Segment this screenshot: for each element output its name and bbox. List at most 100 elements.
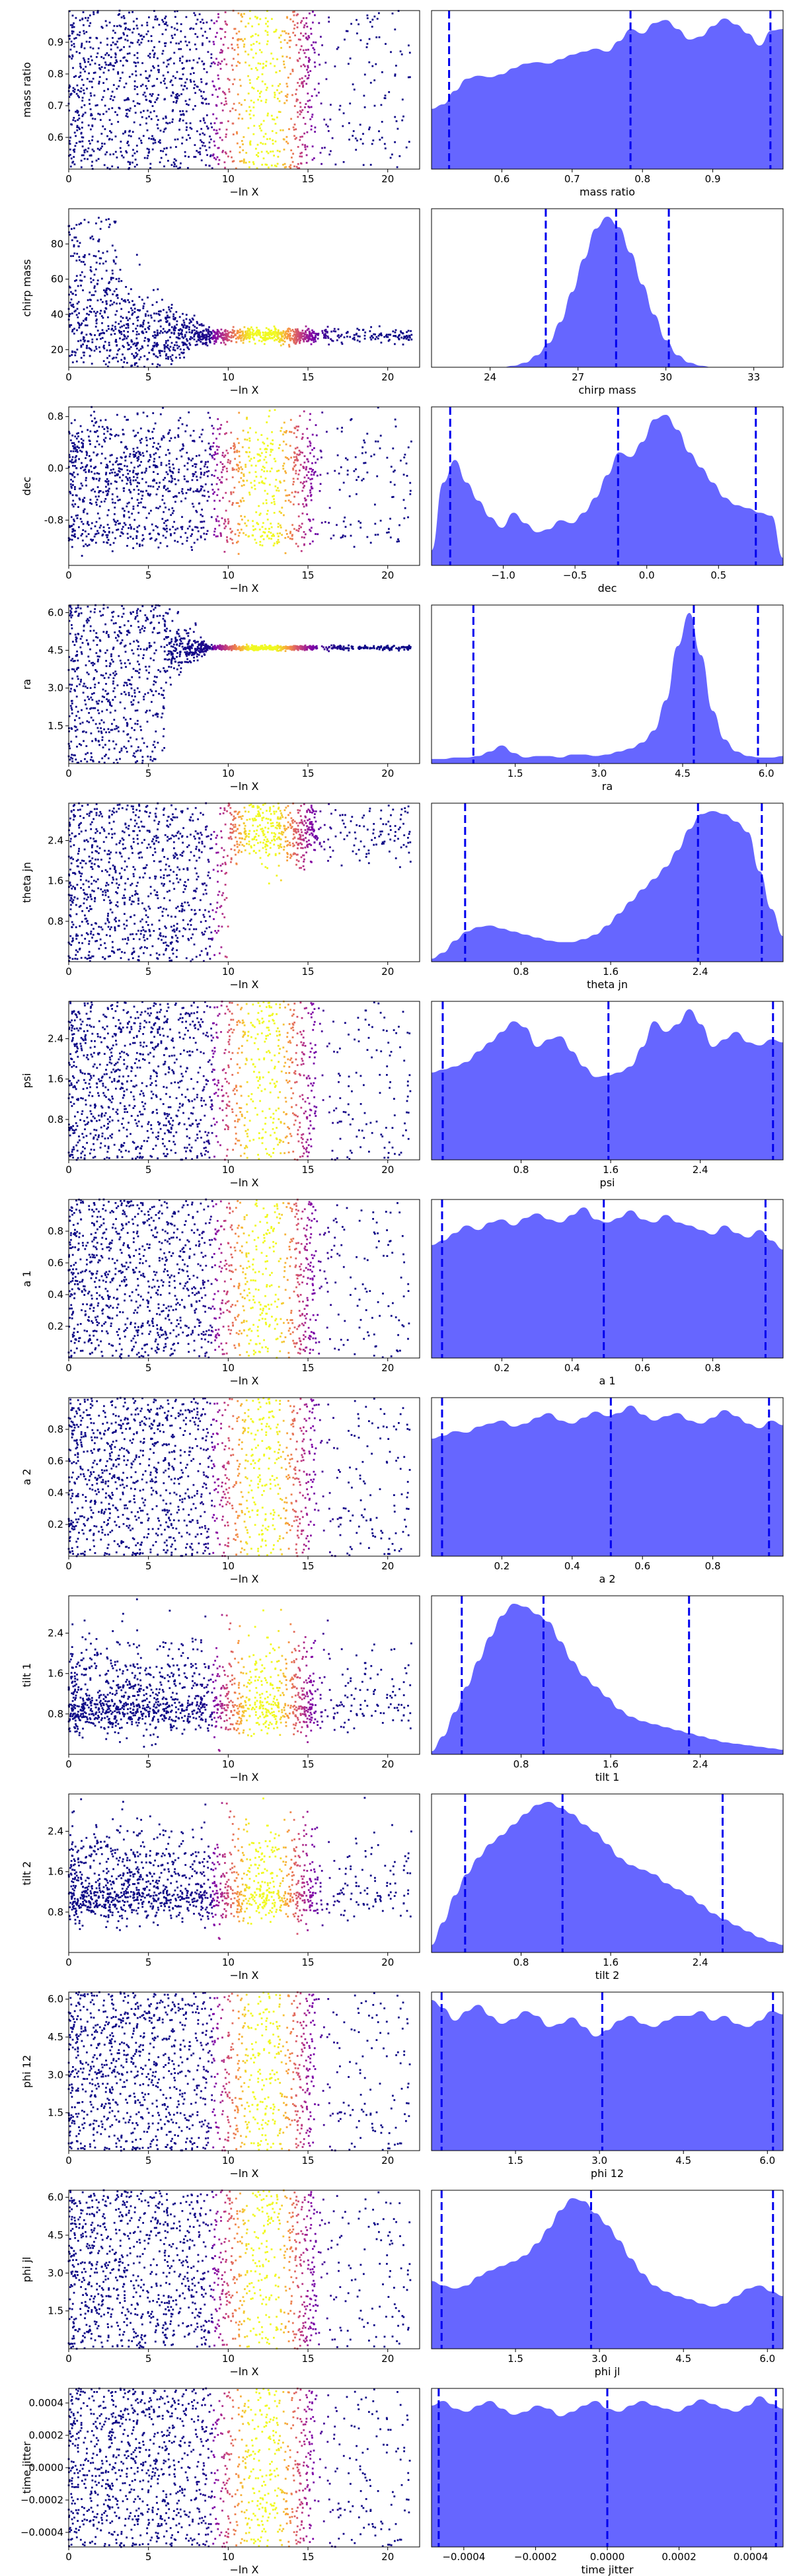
scatter-point <box>248 472 250 474</box>
scatter-point <box>205 336 207 338</box>
scatter-point <box>241 20 243 22</box>
scatter-point <box>119 499 121 501</box>
scatter-point <box>119 471 121 473</box>
scatter-point <box>317 338 319 340</box>
scatter-x-tick-label: 0 <box>65 173 72 185</box>
scatter-point <box>72 465 74 467</box>
scatter-point <box>208 412 209 414</box>
scatter-point <box>174 96 176 98</box>
scatter-point <box>129 163 131 165</box>
scatter-point <box>306 155 308 157</box>
scatter-point <box>186 340 188 342</box>
scatter-point <box>263 120 265 122</box>
scatter-point <box>111 123 113 125</box>
scatter-point <box>324 147 326 149</box>
scatter-point <box>72 67 74 69</box>
scatter-point <box>261 340 263 342</box>
scatter-point <box>291 94 293 96</box>
scatter-point <box>122 526 124 528</box>
scatter-point <box>83 261 85 263</box>
scatter-point <box>169 308 170 310</box>
scatter-point <box>178 332 180 334</box>
scatter-point <box>305 56 307 58</box>
scatter-point <box>243 484 245 486</box>
scatter-point <box>137 505 139 507</box>
scatter-point <box>240 499 242 501</box>
scatter-point <box>116 457 118 459</box>
scatter-point <box>248 341 250 343</box>
scatter-point <box>112 502 114 504</box>
scatter-point <box>75 633 77 635</box>
scatter-point <box>194 441 196 443</box>
scatter-point <box>101 145 103 147</box>
scatter-point <box>283 480 285 482</box>
scatter-point <box>74 465 76 467</box>
scatter-point <box>311 95 313 97</box>
scatter-point <box>285 443 287 445</box>
scatter-point <box>289 46 291 48</box>
scatter-point <box>188 42 190 44</box>
scatter-point <box>78 526 80 528</box>
kde-area <box>432 18 783 169</box>
scatter-point <box>321 102 322 104</box>
scatter-point <box>280 526 282 528</box>
scatter-point <box>96 52 98 54</box>
scatter-point <box>375 338 377 340</box>
scatter-point <box>72 255 74 257</box>
scatter-point <box>157 488 159 490</box>
scatter-point <box>358 336 359 338</box>
scatter-point <box>309 100 311 102</box>
scatter-point <box>179 60 181 62</box>
scatter-point <box>166 528 168 530</box>
scatter-point <box>236 502 238 504</box>
scatter-point <box>225 20 227 22</box>
scatter-point <box>315 340 317 342</box>
scatter-point <box>112 303 114 305</box>
scatter-point <box>229 91 231 93</box>
scatter-point <box>278 523 280 525</box>
scatter-point <box>98 517 100 519</box>
scatter-point <box>132 131 134 133</box>
scatter-point <box>91 699 93 701</box>
scatter-point <box>127 53 129 55</box>
scatter-point <box>229 538 231 540</box>
scatter-point <box>321 44 323 46</box>
scatter-point <box>71 608 73 610</box>
scatter-point <box>155 337 157 339</box>
scatter-point <box>133 28 135 30</box>
scatter-point <box>127 473 129 475</box>
scatter-point <box>139 309 141 311</box>
scatter-point <box>237 39 239 41</box>
scatter-point <box>235 28 237 30</box>
scatter-point <box>81 533 83 535</box>
scatter-point <box>290 330 292 332</box>
scatter-point <box>73 149 75 151</box>
scatter-point <box>159 365 161 367</box>
scatter-point <box>159 139 161 141</box>
scatter-point <box>117 474 119 476</box>
scatter-point <box>235 334 237 336</box>
scatter-point <box>249 460 251 462</box>
scatter-point <box>186 44 188 46</box>
scatter-point <box>104 153 106 155</box>
scatter-point <box>145 70 147 72</box>
scatter-point <box>388 528 390 530</box>
scatter-point <box>97 513 99 515</box>
scatter-point <box>184 478 186 480</box>
scatter-point <box>91 528 93 530</box>
scatter-point <box>167 314 169 316</box>
scatter-point <box>90 108 92 110</box>
scatter-point <box>364 74 366 76</box>
scatter-point <box>292 335 294 337</box>
scatter-point <box>135 345 137 347</box>
scatter-point <box>172 37 174 39</box>
scatter-point <box>188 156 190 158</box>
scatter-point <box>207 461 209 463</box>
scatter-point <box>90 466 92 468</box>
scatter-point <box>232 336 234 338</box>
scatter-point <box>262 544 264 546</box>
scatter-point <box>343 112 345 114</box>
scatter-point <box>91 125 93 127</box>
scatter-point <box>175 495 177 497</box>
scatter-point <box>89 254 91 256</box>
